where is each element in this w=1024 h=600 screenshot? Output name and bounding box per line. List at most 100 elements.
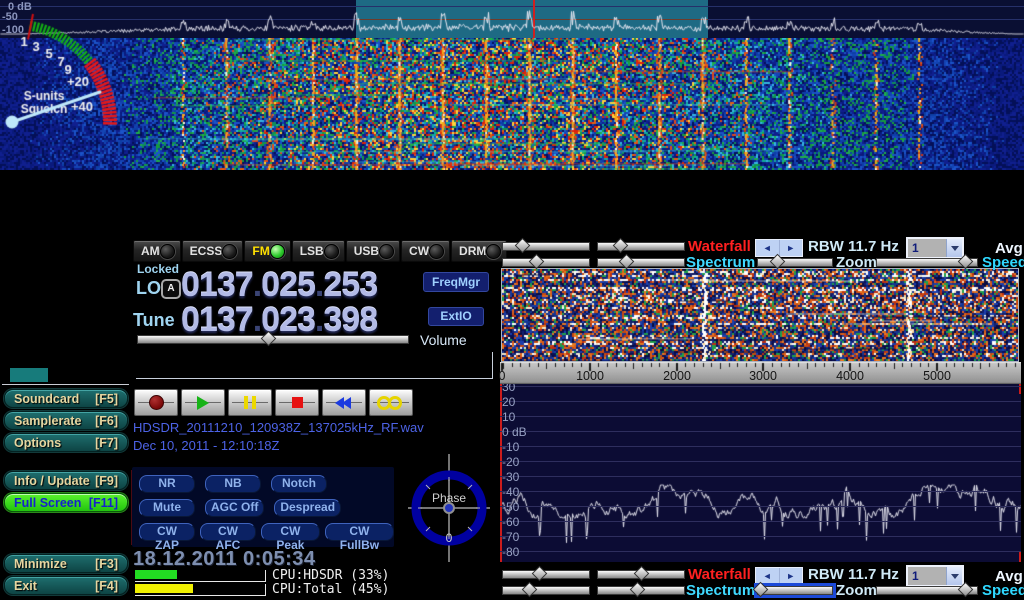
dsp-button-cw-zap[interactable]: CW ZAP: [139, 523, 195, 552]
spin-right-button[interactable]: ►: [786, 571, 796, 581]
dsp-button-mute[interactable]: Mute: [139, 499, 195, 517]
frequency-digit[interactable]: 3: [216, 266, 236, 304]
button-full-screen[interactable]: Full Screen [F11]: [4, 493, 128, 512]
digit-separator[interactable]: .: [252, 266, 263, 304]
frequency-digit[interactable]: 3: [296, 301, 316, 339]
main-spectrum-display[interactable]: 0 dB-50-100: [0, 0, 1024, 38]
mode-button-am[interactable]: AM: [133, 240, 181, 262]
extio-button[interactable]: ExtIO: [428, 307, 484, 326]
dsp-button-cw-peak[interactable]: CW Peak: [261, 523, 320, 552]
slider-thumb[interactable]: [619, 253, 635, 270]
slider-thumb[interactable]: [633, 565, 650, 582]
slider-thumb[interactable]: [514, 237, 531, 254]
bottom-spectrum-contrast-slider[interactable]: [502, 581, 590, 598]
db-gridline: [500, 401, 1021, 402]
recording-timestamp: Dec 10, 2011 - 12:10:18Z: [133, 438, 280, 453]
db-gridline: [500, 446, 1021, 447]
mode-button-fm[interactable]: FM: [244, 240, 291, 262]
mode-button-ecss[interactable]: ECSS: [181, 240, 244, 262]
frequency-digit[interactable]: 7: [234, 301, 254, 339]
digit-separator[interactable]: .: [314, 266, 325, 304]
top-spectrum-contrast-slider[interactable]: [502, 253, 590, 270]
top-waterfall-contrast-slider[interactable]: [502, 237, 590, 254]
bottom-waterfall-brightness-slider[interactable]: [597, 565, 685, 582]
frequency-digit[interactable]: 0: [181, 266, 200, 304]
mode-button-label: AM: [141, 244, 160, 258]
frequency-digit[interactable]: 0: [181, 301, 200, 339]
digit-separator[interactable]: .: [252, 301, 263, 339]
transport-loop-button[interactable]: [369, 389, 413, 416]
slider-thumb[interactable]: [612, 237, 628, 254]
slider-thumb[interactable]: [531, 565, 548, 582]
transport-rewind-button[interactable]: [322, 389, 366, 416]
slider-thumb[interactable]: [521, 581, 538, 598]
dsp-button-nb[interactable]: NB: [205, 475, 261, 493]
slider-thumb[interactable]: [629, 581, 645, 598]
bottom-speed-slider[interactable]: [876, 581, 978, 598]
frequency-digit[interactable]: 3: [216, 301, 236, 339]
pause-icon: [244, 396, 256, 409]
dropdown-arrow-button[interactable]: [946, 567, 962, 585]
lo-auto-badge[interactable]: A: [161, 279, 181, 299]
top-avg-select[interactable]: 1: [906, 237, 964, 259]
spectrum-label: Spectrum: [686, 582, 756, 599]
frequency-digit[interactable]: 9: [341, 301, 360, 339]
frequency-digit[interactable]: 1: [198, 301, 218, 339]
frequency-digit[interactable]: 1: [198, 266, 218, 304]
button-minimize[interactable]: Minimize [F3]: [4, 554, 128, 573]
slider-thumb[interactable]: [528, 253, 544, 270]
frequency-digit[interactable]: 2: [279, 301, 298, 339]
spin-left-button[interactable]: ◄: [756, 568, 780, 584]
af-frequency-scale[interactable]: 0 1000 2000 3000 4000 5000: [499, 362, 1021, 384]
top-zoom-slider[interactable]: [757, 253, 833, 270]
frequency-digit[interactable]: 0: [261, 266, 280, 304]
frequency-digit[interactable]: 3: [323, 301, 342, 339]
spin-left-button[interactable]: ◄: [756, 240, 780, 256]
freqmgr-button[interactable]: FreqMgr: [423, 272, 489, 292]
top-spectrum-brightness-slider[interactable]: [597, 253, 685, 270]
button-samplerate[interactable]: Samplerate [F6]: [4, 411, 128, 430]
transport-stop-button[interactable]: [275, 389, 319, 416]
mode-button-lsb[interactable]: LSB: [291, 240, 345, 262]
dsp-button-notch[interactable]: Notch: [271, 475, 327, 493]
mode-button-cw[interactable]: CW: [401, 240, 451, 262]
dsp-button-nr[interactable]: NR: [139, 475, 195, 493]
button-options[interactable]: Options [F7]: [4, 433, 128, 452]
frequency-digit[interactable]: 8: [359, 301, 378, 339]
transport-record-button[interactable]: [134, 389, 178, 416]
bottom-spectrum-brightness-slider[interactable]: [597, 581, 685, 598]
dsp-button-agc-off[interactable]: AGC Off: [205, 499, 265, 517]
dsp-button-cw-fullbw[interactable]: CW FullBw: [324, 523, 394, 552]
squelch-handle[interactable]: [10, 368, 48, 382]
button-info-update[interactable]: Info / Update [F9]: [4, 471, 128, 490]
bottom-zoom-slider[interactable]: [752, 581, 833, 598]
lo-frequency-display[interactable]: 0137.025.253: [181, 266, 378, 305]
mode-button-usb[interactable]: USB: [345, 240, 401, 262]
button-soundcard[interactable]: Soundcard [F5]: [4, 389, 128, 408]
frequency-digit[interactable]: 2: [323, 266, 342, 304]
transport-pause-button[interactable]: [228, 389, 272, 416]
frequency-digit[interactable]: 7: [234, 266, 254, 304]
frequency-digit[interactable]: 3: [359, 266, 378, 304]
button-exit[interactable]: Exit [F4]: [4, 576, 128, 595]
frequency-digit[interactable]: 5: [341, 266, 360, 304]
af-waterfall-display[interactable]: [502, 269, 1018, 361]
top-speed-slider[interactable]: [876, 253, 978, 270]
dropdown-arrow-button[interactable]: [946, 239, 962, 257]
volume-slider[interactable]: [137, 330, 409, 347]
af-spectrum-display[interactable]: 30 20 10 0 dB -10 -20 -30 -40 -50 -60 -70 -80: [500, 384, 1021, 562]
frequency-digit[interactable]: 0: [261, 301, 280, 339]
tune-frequency-display[interactable]: 0137.023.398: [181, 301, 378, 340]
frequency-digit[interactable]: 5: [296, 266, 316, 304]
dsp-button-cw-afc[interactable]: CW AFC: [200, 523, 256, 552]
frequency-digit[interactable]: 2: [279, 266, 298, 304]
top-waterfall-brightness-slider[interactable]: [597, 237, 685, 254]
bottom-waterfall-contrast-slider[interactable]: [502, 565, 590, 582]
bottom-avg-select[interactable]: 1: [906, 565, 964, 587]
digit-separator[interactable]: .: [314, 301, 325, 339]
spin-right-button[interactable]: ►: [786, 243, 796, 253]
transport-play-button[interactable]: [181, 389, 225, 416]
mode-button-drm[interactable]: DRM: [451, 240, 508, 262]
af-db-label: 30: [502, 384, 516, 394]
dsp-button-despread[interactable]: Despread: [274, 499, 342, 517]
